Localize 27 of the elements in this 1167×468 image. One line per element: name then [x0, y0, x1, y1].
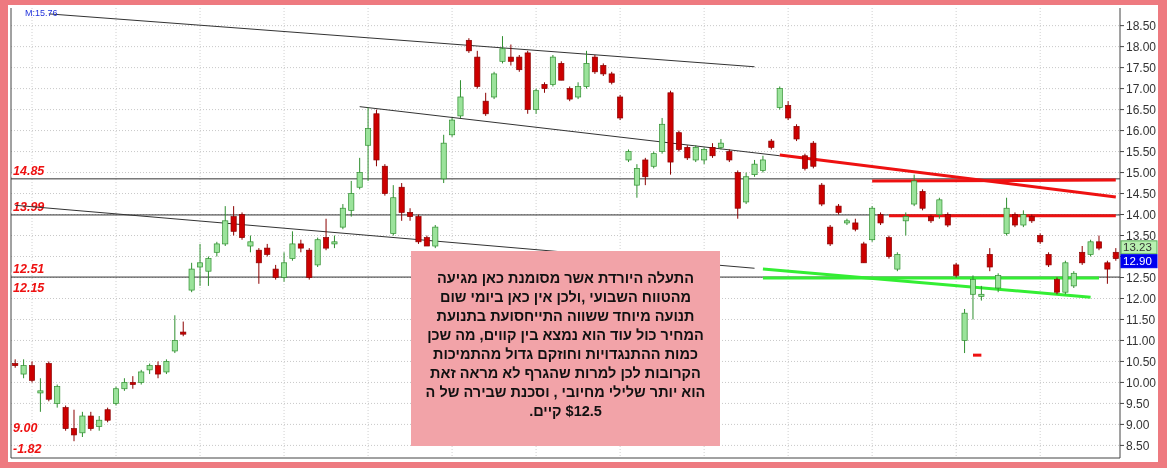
y-tick-label: 17.00 [1126, 82, 1157, 97]
y-tick-label: 11.50 [1126, 312, 1156, 327]
annotation: -1.82 [13, 442, 42, 456]
y-tick-label: 8.50 [1126, 438, 1150, 453]
y-tick-label: 14.00 [1126, 208, 1157, 223]
y-tick-label: 9.50 [1126, 396, 1150, 411]
y-tick-label: 10.50 [1126, 354, 1157, 369]
y-tick-label: 18.50 [1126, 19, 1157, 34]
y-tick-label: 18.00 [1126, 40, 1157, 55]
y-tick-label: 15.00 [1126, 166, 1157, 181]
y-tick-label: 10.00 [1126, 375, 1157, 390]
annotation: 12.15 [13, 281, 46, 296]
annotation: 9.00 [13, 421, 38, 436]
y-tick-label: 14.50 [1126, 187, 1157, 202]
y-tick-label: 11.00 [1126, 333, 1156, 348]
y-tick-label: 12.50 [1126, 271, 1157, 285]
y-tick-label: 17.50 [1126, 61, 1157, 76]
y-tick-label: 16.00 [1126, 124, 1157, 139]
y-tick-label: 15.50 [1126, 145, 1157, 160]
annotation: 12.90 [1123, 254, 1152, 267]
y-tick-label: 9.00 [1126, 417, 1150, 432]
y-tick-label: 12.00 [1126, 291, 1157, 306]
note-box: התעלה היורדת אשר מסומנת כאן מגיעה מהטווח השבועי ,ולכן אין כאן ביומי שום תנועה מיוחד ששווה התייחסועת בתנועת המחיר כול עוד הוא נמצא בין קווים, מה שכן כמות ההתנגדויות וחוזקם גדול מהתמיכות הקרובות לכן למרות שהגרף לא מראה זאת הוא יותר שלילי מחיובי , וסכנת שבירה של ה $12.5 קיים. [411, 251, 720, 446]
annotation: M:15.76 [25, 8, 58, 18]
ref-line-label: 14.85 [13, 163, 46, 178]
y-tick-label: 16.50 [1126, 103, 1157, 118]
ref-line-label: 12.51 [13, 262, 45, 277]
